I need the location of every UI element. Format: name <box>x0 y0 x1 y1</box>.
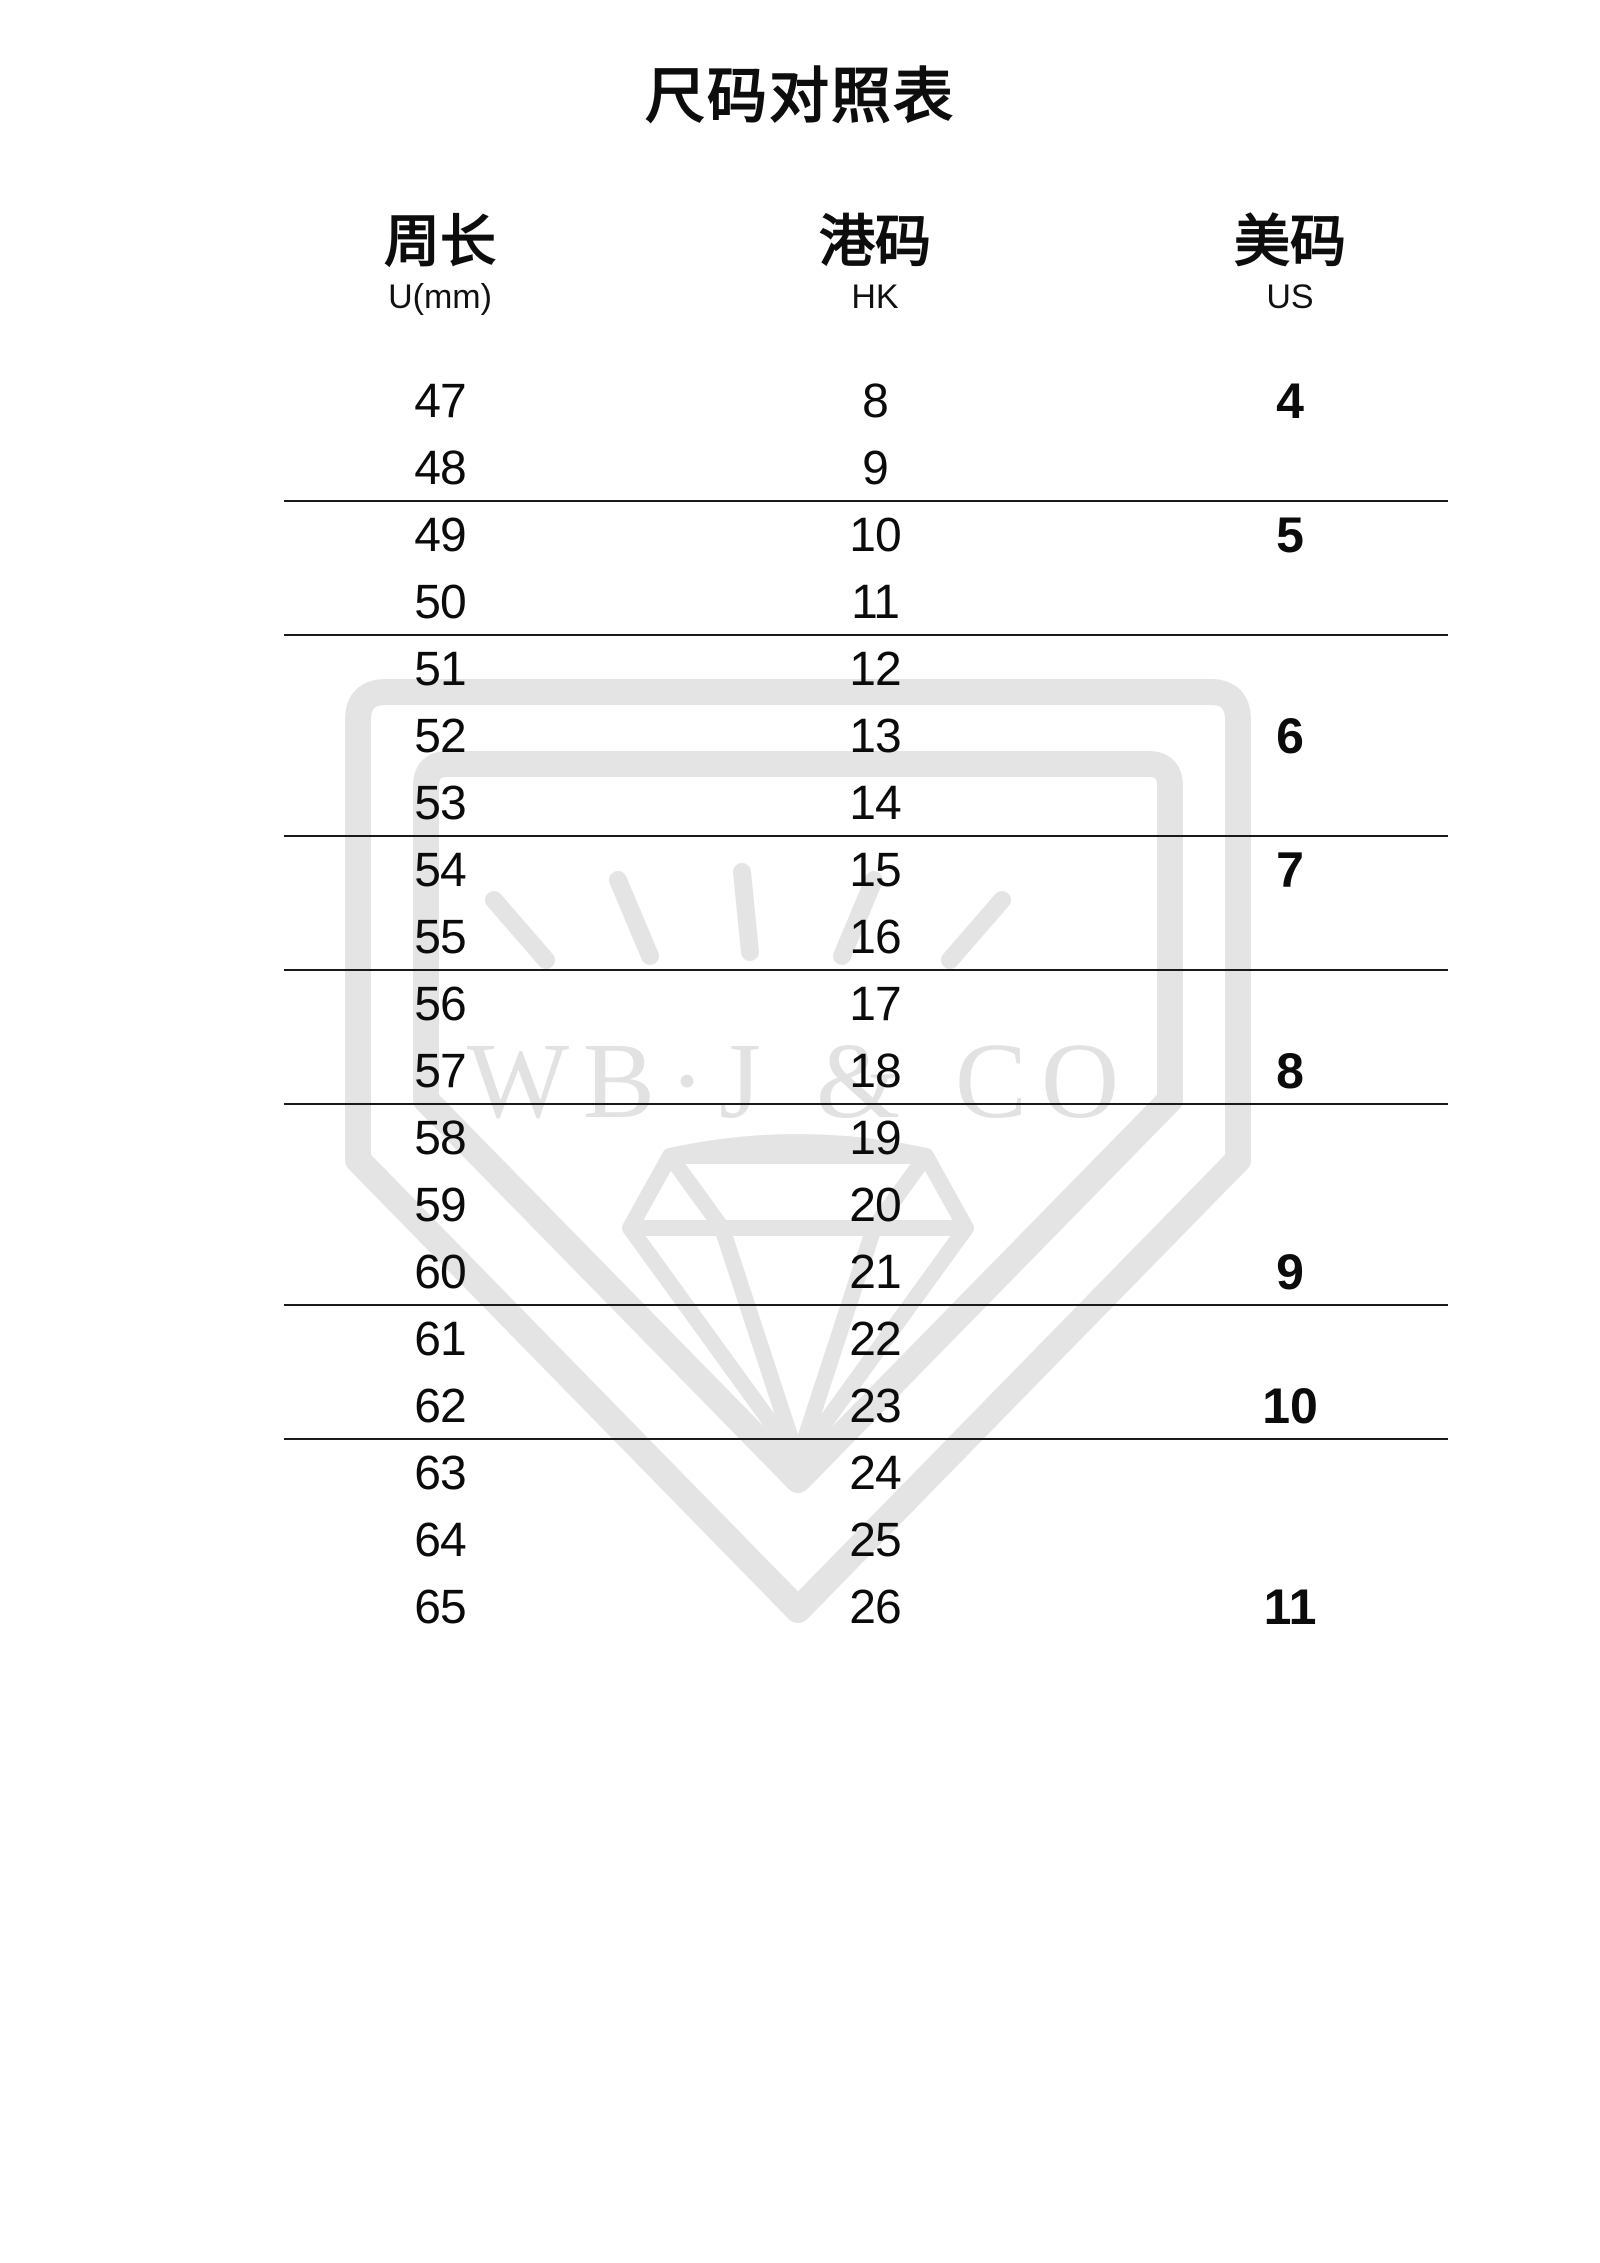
cell-hk-size: 17 <box>849 978 901 1031</box>
cell-circumference: 61 <box>414 1313 466 1366</box>
cell-circumference: 57 <box>414 1045 466 1098</box>
cell-circumference: 55 <box>414 911 466 964</box>
column-header-hk: 港码 HK <box>675 210 1075 318</box>
cell-us-size: 9 <box>1276 1244 1304 1300</box>
cell-hk-size: 8 <box>862 375 889 428</box>
cell-circumference: 52 <box>414 710 466 763</box>
cell-circumference: 56 <box>414 978 466 1031</box>
cell-circumference: 49 <box>414 509 466 562</box>
cell-circumference: 50 <box>414 576 466 629</box>
cell-hk-size: 20 <box>849 1179 901 1232</box>
table-body: 47 8 48 9 49 10 50 11 51 12 52 13 53 14 54 15 55 16 56 17 57… <box>284 368 1448 1641</box>
column-header-us: 美码 US <box>1090 210 1490 318</box>
cell-us-size: 8 <box>1276 1043 1304 1099</box>
cell-hk-size: 25 <box>849 1514 901 1567</box>
cell-circumference: 65 <box>414 1581 466 1634</box>
cell-circumference: 60 <box>414 1246 466 1299</box>
cell-circumference: 62 <box>414 1380 466 1433</box>
cell-circumference: 54 <box>414 844 466 897</box>
cell-hk-size: 19 <box>849 1112 901 1165</box>
cell-circumference: 59 <box>414 1179 466 1232</box>
cell-hk-size: 21 <box>849 1246 901 1299</box>
cell-circumference: 64 <box>414 1514 466 1567</box>
cell-circumference: 47 <box>414 375 466 428</box>
cell-hk-size: 10 <box>849 509 901 562</box>
cell-us-size: 4 <box>1276 373 1304 429</box>
cell-us-size: 7 <box>1276 842 1304 898</box>
cell-circumference: 58 <box>414 1112 466 1165</box>
column-header-hk-cn: 港码 <box>819 210 931 273</box>
cell-circumference: 51 <box>414 643 466 696</box>
cell-circumference: 48 <box>414 442 466 495</box>
column-header-circumference: 周长 U(mm) <box>240 210 640 318</box>
cell-us-size: 6 <box>1276 708 1304 764</box>
us-size-column: 4 5 6 7 8 9 10 11 <box>1090 368 1490 1641</box>
column-header-us-cn: 美码 <box>1234 210 1346 273</box>
column-header-circumference-cn: 周长 <box>384 210 496 273</box>
cell-us-size: 5 <box>1276 507 1304 563</box>
cell-us-size: 11 <box>1263 1579 1317 1635</box>
column-header-hk-en: HK <box>851 278 899 316</box>
size-chart-table: 周长 U(mm) 港码 HK 美码 US 47 8 48 9 49 10 50 11 51 12 5… <box>284 210 1448 1641</box>
table-row: 48 9 <box>284 435 1448 502</box>
cell-hk-size: 15 <box>849 844 901 897</box>
table-header-row: 周长 U(mm) 港码 HK 美码 US <box>300 210 1428 360</box>
cell-circumference: 53 <box>414 777 466 830</box>
cell-hk-size: 26 <box>849 1581 901 1634</box>
cell-hk-size: 16 <box>849 911 901 964</box>
cell-hk-size: 11 <box>851 576 900 629</box>
table-row: 49 10 <box>300 502 1428 569</box>
cell-us-size: 10 <box>1262 1378 1318 1434</box>
cell-hk-size: 22 <box>849 1313 901 1366</box>
cell-hk-size: 23 <box>849 1380 901 1433</box>
cell-hk-size: 12 <box>849 643 901 696</box>
page-title: 尺码对照表 <box>645 63 955 130</box>
table-row: 50 11 <box>284 569 1448 636</box>
cell-hk-size: 24 <box>849 1447 901 1500</box>
cell-hk-size: 14 <box>849 777 901 830</box>
cell-hk-size: 13 <box>849 710 901 763</box>
cell-hk-size: 18 <box>849 1045 901 1098</box>
column-header-circumference-en: U(mm) <box>388 278 492 316</box>
table-row: 47 8 <box>300 368 1428 435</box>
column-header-us-en: US <box>1266 278 1314 316</box>
cell-hk-size: 9 <box>862 442 889 495</box>
cell-circumference: 63 <box>414 1447 466 1500</box>
